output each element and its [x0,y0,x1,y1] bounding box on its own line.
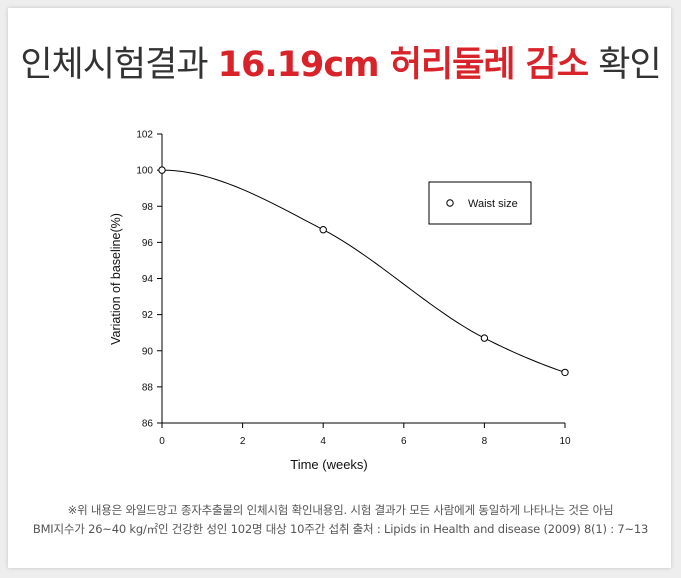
data-point [158,166,166,174]
y-axis-label: Variation of baseline(%) [109,213,123,345]
data-point [319,226,327,234]
data-point [480,334,489,342]
page-title: 인체시험결과 16.19cm 허리둘레 감소 확인 [0,36,681,87]
y-tick-label: 100 [136,166,153,177]
y-tick-label: 94 [142,274,154,285]
data-points [158,166,569,377]
legend-box [428,181,532,225]
x-ticks: 0 2 4 6 8 10 [159,423,571,447]
legend-marker [446,199,454,207]
x-tick-label: 8 [482,436,488,447]
footnote-line-1: ※위 내용은 와일드망고 종자추출물의 인체시험 확인내용임. 시험 결과가 모… [67,503,614,517]
x-axis: 0 2 4 6 8 10 [159,422,571,447]
y-ticks: 86 88 90 92 94 96 98 100 102 [136,130,162,430]
x-tick-label: 4 [320,436,326,447]
y-tick-label: 102 [136,130,153,141]
x-axis-label: Time (weeks) [290,457,368,472]
content-card [8,8,671,568]
y-tick-label: 86 [142,419,154,430]
y-tick-label: 90 [142,346,154,357]
x-tick-label: 2 [240,436,246,447]
series-line-waist-size [161,169,566,373]
y-tick-label: 96 [142,238,154,249]
y-tick-label: 88 [142,382,154,393]
legend: Waist size [428,181,532,225]
x-tick-label: 0 [159,436,165,447]
title-highlight: 16.19cm 허리둘레 감소 [217,45,589,85]
y-tick-label: 92 [142,310,154,321]
legend-label: Waist size [468,198,518,210]
y-axis: 86 88 90 92 94 96 98 100 102 [136,130,163,430]
x-tick-label: 6 [401,436,407,447]
data-point [561,368,569,377]
footnote-line-2: BMI지수가 26~40 kg/㎡인 건강한 성인 102명 대상 10주간 섭… [32,522,649,536]
x-tick-label: 10 [559,436,571,447]
title-text-1: 인체시험결과 [20,45,218,85]
title-text-2: 확인 [588,45,661,85]
y-tick-label: 98 [142,202,154,213]
